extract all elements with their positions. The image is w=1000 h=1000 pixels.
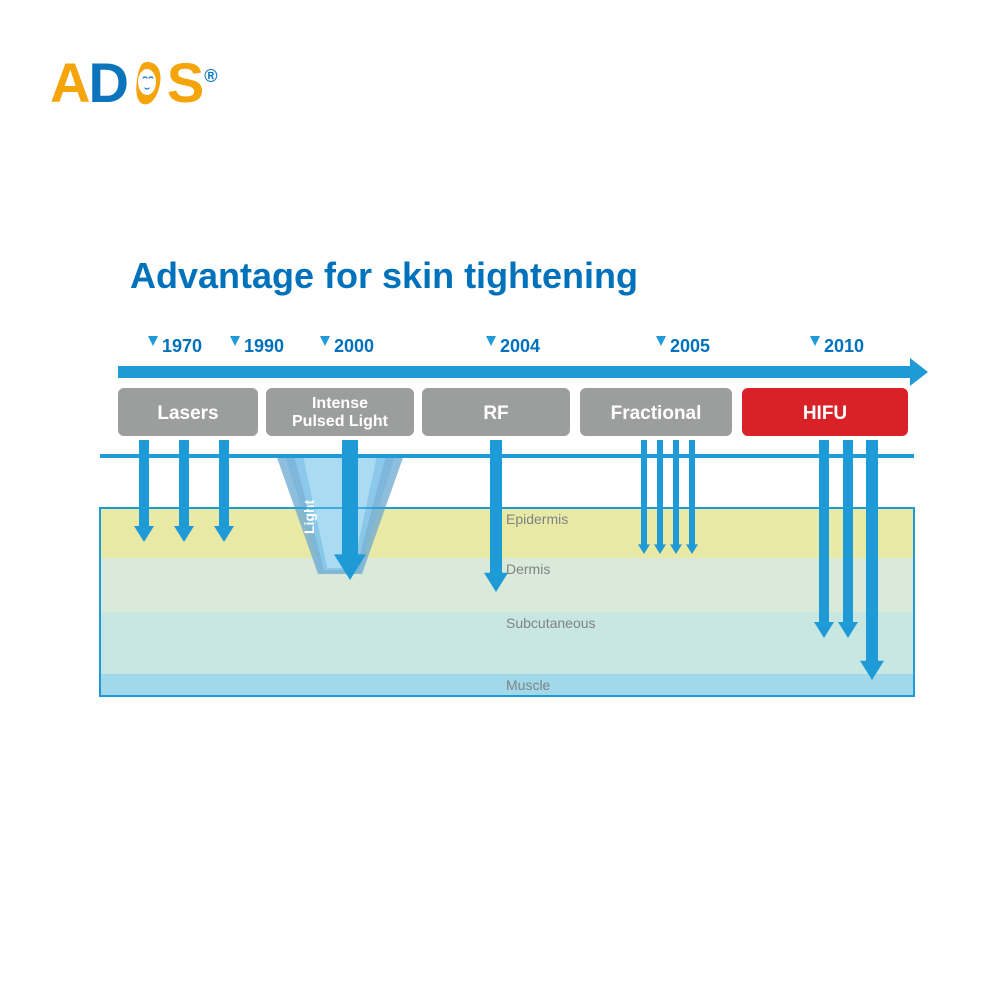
year-tick xyxy=(320,336,330,346)
skin-tightening-diagram: 1970 1990 2000 2004 2005 2010 Lasers IntensePul… xyxy=(88,330,932,710)
year-tick xyxy=(148,336,158,346)
year-label: 1990 xyxy=(244,336,284,356)
layer-label: Epidermis xyxy=(506,511,568,527)
year-tick xyxy=(810,336,820,346)
chart-title: Advantage for skin tightening xyxy=(130,255,638,297)
timeline-arrowhead xyxy=(910,358,928,386)
year-label: 2005 xyxy=(670,336,710,356)
tech-label: RF xyxy=(483,403,508,424)
light-label: Light xyxy=(301,499,317,534)
year-label: 2000 xyxy=(334,336,374,356)
layer-label: Muscle xyxy=(506,677,551,693)
tech-label: Fractional xyxy=(611,403,702,424)
tech-label: Lasers xyxy=(157,403,218,424)
year-label: 1970 xyxy=(162,336,202,356)
year-tick xyxy=(486,336,496,346)
timeline-bar xyxy=(118,366,910,378)
layer-label: Dermis xyxy=(506,561,550,577)
year-label: 2010 xyxy=(824,336,864,356)
layer-label: Subcutaneous xyxy=(506,615,596,631)
year-tick xyxy=(656,336,666,346)
tech-label: Intense xyxy=(312,395,368,412)
year-label: 2004 xyxy=(500,336,540,356)
tech-label: Pulsed Light xyxy=(292,413,389,430)
year-tick xyxy=(230,336,240,346)
tech-label: HIFU xyxy=(803,403,847,424)
brand-logo: AD S® xyxy=(50,50,216,115)
